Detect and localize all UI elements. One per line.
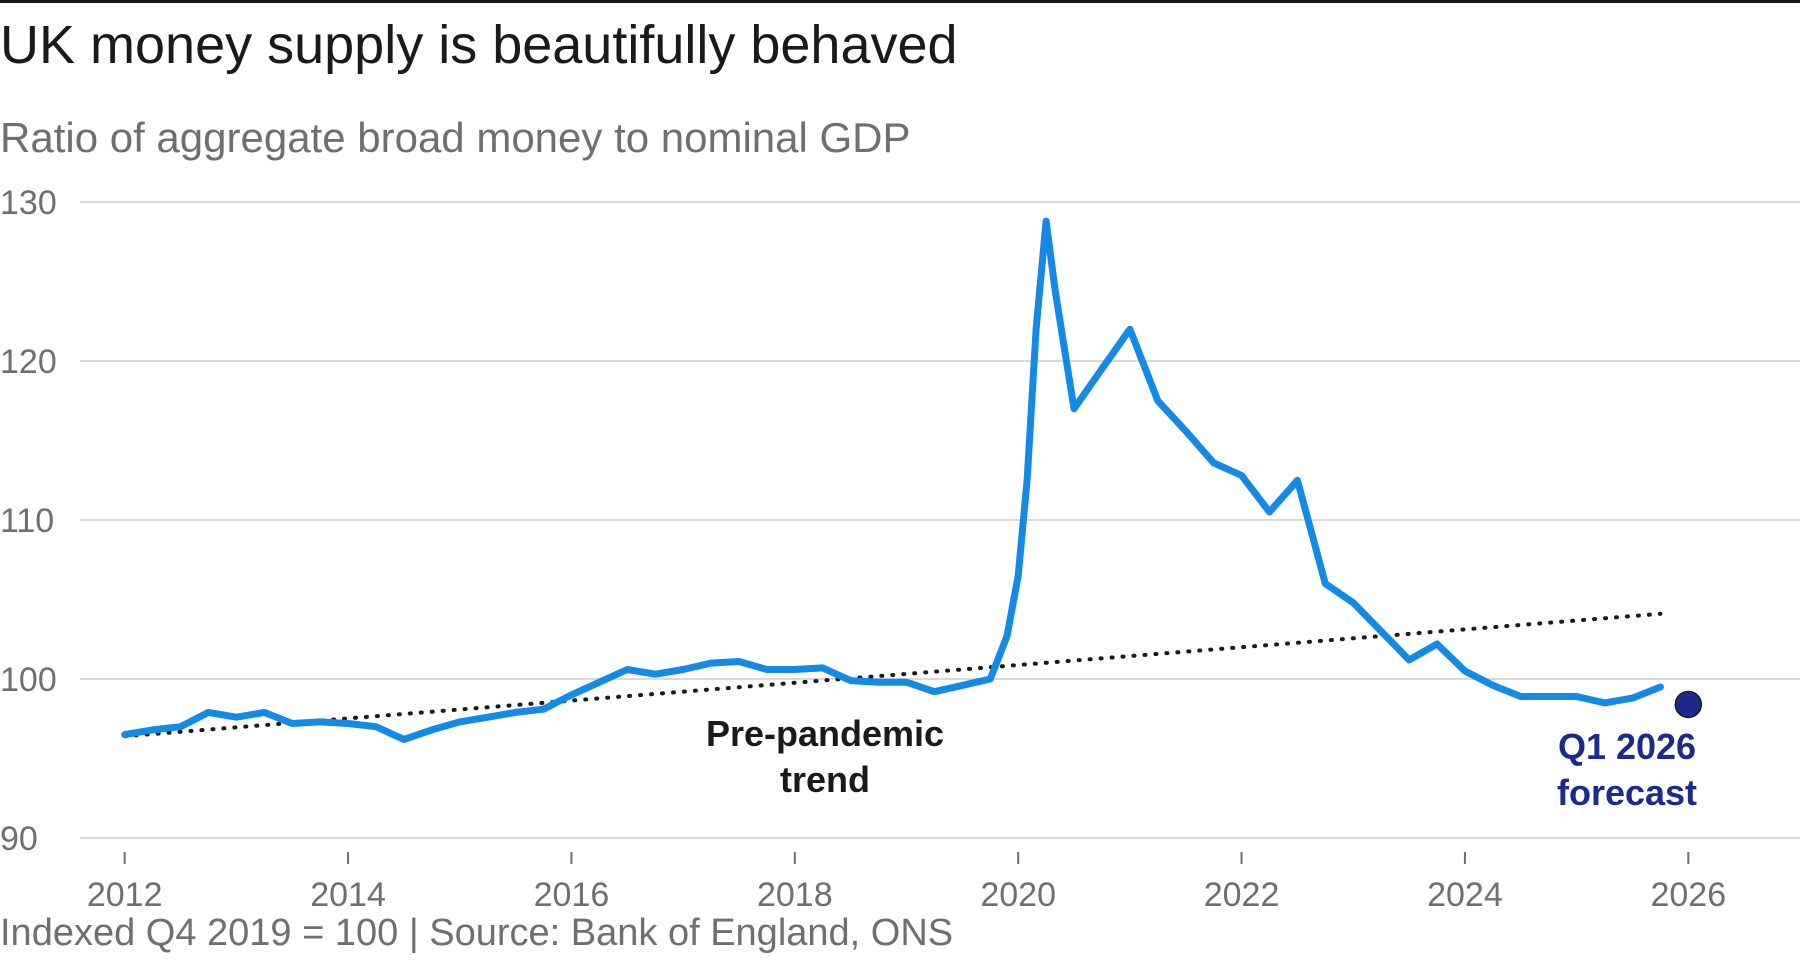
top-rule xyxy=(0,0,1800,3)
x-tick-label: 2022 xyxy=(1204,876,1280,914)
y-tick-label: 110 xyxy=(0,502,54,540)
x-tick-label: 2016 xyxy=(534,876,610,914)
pre-pandemic-trend-line xyxy=(122,611,1663,739)
x-tick-label: 2020 xyxy=(980,876,1056,914)
y-axis: 90 100 110 120 130 xyxy=(0,184,57,858)
y-tick-label: 130 xyxy=(0,184,57,222)
forecast-annotation-line1: Q1 2026 xyxy=(1558,726,1696,767)
x-tick-label: 2012 xyxy=(87,876,163,914)
forecast-annotation-line2: forecast xyxy=(1557,772,1697,813)
chart-title: UK money supply is beautifully behaved xyxy=(0,15,958,75)
x-tick-label: 2024 xyxy=(1427,876,1503,914)
trend-annotation-line1: Pre-pandemic xyxy=(706,713,944,754)
forecast-point xyxy=(1674,690,1703,719)
y-tick-label: 100 xyxy=(0,661,57,699)
y-tick-label: 90 xyxy=(0,820,38,858)
grid-lines xyxy=(80,201,1800,839)
x-axis: 2012 2014 2016 2018 2020 2022 2024 2026 xyxy=(87,852,1726,914)
x-tick-label: 2018 xyxy=(757,876,833,914)
source-note: Indexed Q4 2019 = 100 | Source: Bank of … xyxy=(0,912,954,954)
chart-subtitle: Ratio of aggregate broad money to nomina… xyxy=(0,114,911,161)
x-tick-label: 2014 xyxy=(310,876,386,914)
trend-annotation-line2: trend xyxy=(780,759,870,800)
money-gdp-ratio-line xyxy=(121,217,1664,743)
y-tick-label: 120 xyxy=(0,343,57,381)
x-tick-label: 2026 xyxy=(1650,876,1726,914)
